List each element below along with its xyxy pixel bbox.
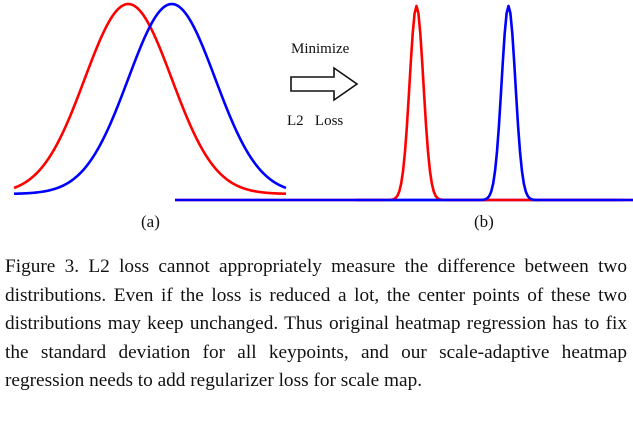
panel-a-plot (13, 2, 287, 196)
gaussian-curve-red (175, 4, 633, 202)
panel-b-plot (175, 4, 633, 202)
subfigure-label-b: (b) (474, 212, 494, 231)
arrow-label-l2-loss: L2 Loss (287, 113, 344, 129)
arrow-label-minimize: Minimize (291, 41, 350, 57)
figure-caption: Figure 3. L2 loss cannot appropriately m… (5, 256, 627, 392)
figure-canvas (13, 2, 633, 202)
gaussian-curve-blue (13, 2, 287, 196)
figure-3: Minimize L2 Loss (a) (b) (13, 2, 633, 231)
right-arrow-icon (290, 66, 359, 102)
gaussian-curve-blue (175, 4, 633, 202)
subfigure-label-a: (a) (141, 212, 160, 231)
gaussian-curve-red (13, 2, 287, 196)
